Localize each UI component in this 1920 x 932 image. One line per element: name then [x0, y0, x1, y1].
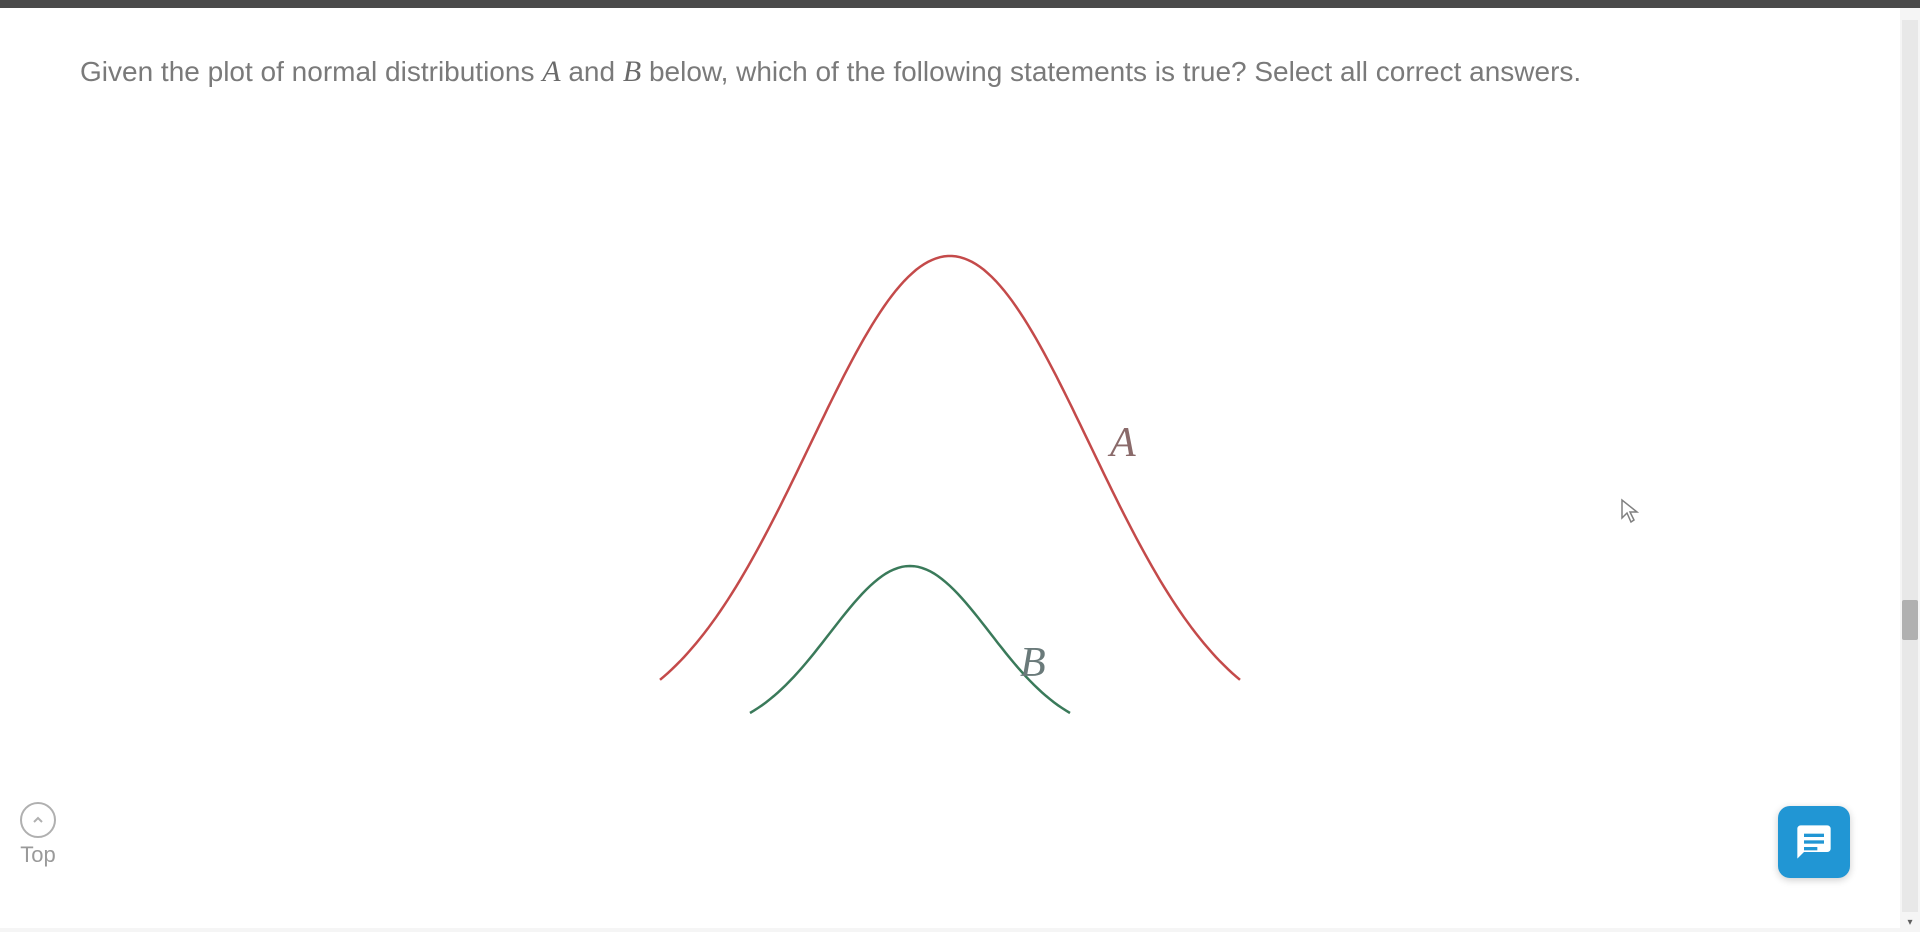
scroll-top-button[interactable]: Top [20, 802, 56, 868]
question-text: Given the plot of normal distributions A… [80, 48, 1820, 96]
question-mid1: and [561, 56, 623, 87]
scrollbar-track[interactable] [1902, 20, 1918, 912]
top-bar [0, 0, 1920, 8]
variable-b: B [623, 55, 641, 88]
scrollbar-down-arrow[interactable]: ▾ [1902, 914, 1918, 930]
distribution-chart: A B [600, 176, 1300, 776]
question-prefix: Given the plot of normal distributions [80, 56, 542, 87]
chat-button[interactable] [1778, 806, 1850, 878]
top-button-label: Top [20, 842, 55, 868]
content-area: Given the plot of normal distributions A… [0, 8, 1900, 928]
scrollbar-thumb[interactable] [1902, 600, 1918, 640]
cursor-icon [1620, 498, 1640, 529]
chart-container: A B [80, 176, 1820, 776]
curve-a [660, 256, 1240, 680]
question-suffix: below, which of the following statements… [641, 56, 1581, 87]
curve-a-label: A [1107, 420, 1136, 466]
curve-b-label: B [1020, 640, 1046, 686]
chevron-up-icon [20, 802, 56, 838]
chat-icon [1794, 822, 1834, 862]
variable-a: A [542, 55, 560, 88]
